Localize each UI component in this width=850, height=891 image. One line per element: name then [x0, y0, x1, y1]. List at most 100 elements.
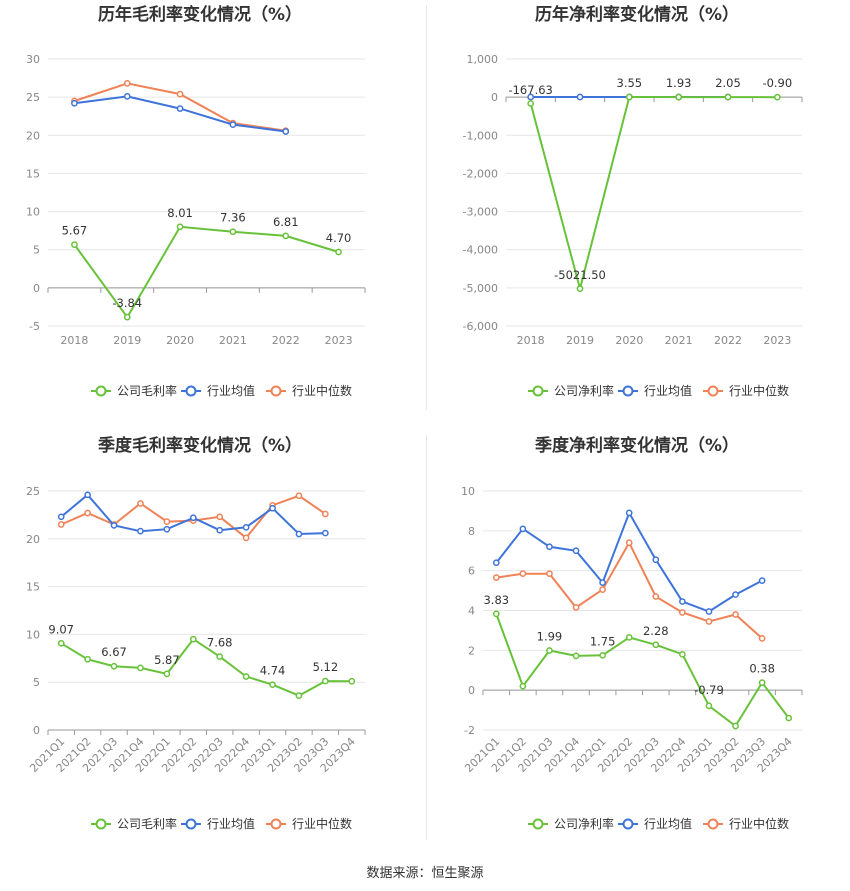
- data-label: 0.38: [749, 662, 775, 676]
- chart-title: 季度净利率变化情况（%）: [535, 435, 739, 456]
- y-tick-label: 25: [26, 91, 40, 104]
- y-tick-label: 5: [33, 676, 40, 689]
- data-point: [163, 518, 171, 525]
- data-label: 1.75: [590, 634, 616, 648]
- data-label: 2.28: [643, 624, 669, 638]
- y-tick-label: 10: [26, 206, 40, 219]
- data-point: [216, 513, 224, 521]
- legend-marker: [707, 818, 719, 830]
- legend-label: 公司毛利率: [117, 383, 177, 398]
- x-tick-label: 2019: [566, 334, 594, 347]
- data-point: [189, 514, 197, 522]
- legend-label: 行业均值: [207, 383, 255, 398]
- data-point: [242, 534, 250, 542]
- data-point: [785, 714, 793, 722]
- series-line: [496, 540, 763, 640]
- y-tick-label: -4,000: [463, 244, 498, 257]
- data-point: [492, 559, 500, 567]
- legend-marker: [185, 385, 197, 397]
- data-point: [163, 670, 171, 678]
- data-point: [137, 500, 144, 507]
- data-point: [546, 647, 553, 654]
- x-tick-label: 2018: [60, 334, 88, 347]
- data-point: [519, 570, 527, 578]
- data-point: [335, 248, 342, 256]
- data-label: 5.12: [313, 660, 339, 674]
- data-point: [527, 93, 535, 101]
- data-label: 9.07: [48, 622, 74, 636]
- data-point: [625, 634, 633, 641]
- data-point: [322, 677, 329, 685]
- data-point: [110, 522, 118, 529]
- data-point: [189, 635, 197, 643]
- series-line: [495, 510, 763, 613]
- chart-title: 季度毛利率变化情况（%）: [98, 435, 302, 456]
- data-point: [295, 492, 303, 500]
- data-label: 5.67: [62, 224, 88, 238]
- data-point: [572, 547, 580, 555]
- y-tick-label: 4: [468, 605, 475, 618]
- data-point: [176, 223, 184, 231]
- data-point: [229, 121, 237, 128]
- legend-label: 行业中位数: [292, 816, 352, 831]
- y-tick-label: -6,000: [463, 320, 498, 333]
- data-point: [176, 90, 184, 98]
- legend-label: 公司毛利率: [117, 816, 177, 831]
- y-tick-label: 15: [26, 167, 40, 180]
- data-point: [546, 543, 553, 551]
- y-tick-label: -3,000: [463, 206, 498, 219]
- data-point: [675, 93, 683, 101]
- data-point: [282, 232, 290, 240]
- data-label: -5021.50: [554, 268, 606, 282]
- data-label: 4.70: [326, 231, 352, 245]
- panel-divider-top: [426, 5, 427, 410]
- y-tick-label: 30: [26, 53, 40, 66]
- data-point: [758, 679, 766, 686]
- data-point: [269, 681, 276, 689]
- data-point: [705, 608, 713, 615]
- series-line: [60, 637, 352, 697]
- data-label: 2.05: [715, 76, 741, 90]
- data-point: [57, 513, 65, 521]
- data-point: [492, 574, 500, 581]
- legend-marker: [532, 818, 544, 830]
- data-point: [732, 591, 739, 598]
- data-label: 3.55: [617, 76, 643, 90]
- data-label: 6.67: [101, 645, 127, 659]
- legend-marker: [270, 818, 282, 830]
- data-label: 4.74: [260, 664, 286, 678]
- data-label: -0.79: [694, 683, 724, 697]
- y-tick-label: 8: [468, 525, 475, 538]
- data-point: [546, 570, 553, 578]
- y-tick-label: -5: [29, 320, 40, 333]
- legend-marker: [95, 385, 107, 397]
- legend-label: 公司净利率: [554, 383, 614, 398]
- series-line: [495, 613, 790, 728]
- chart-2: 历年净利率变化情况（%） -6,000 -5,000 -4,000 -3,000 -2,0…: [463, 4, 803, 398]
- y-tick-label: 15: [26, 581, 40, 594]
- legend-label: 行业中位数: [292, 383, 352, 398]
- data-point: [625, 509, 633, 517]
- data-point: [599, 579, 606, 586]
- legend-marker: [707, 385, 719, 397]
- data-point: [269, 504, 276, 512]
- data-point: [123, 93, 131, 100]
- chart-title: 历年净利率变化情况（%）: [535, 4, 739, 25]
- y-tick-label: 2: [468, 644, 475, 657]
- series-line: [529, 95, 778, 293]
- chart-1: 历年毛利率变化情况（%） -5 0 5 10 15 20 25 30 2018 2019 2020 20…: [26, 4, 366, 398]
- data-point: [572, 604, 580, 611]
- data-point: [84, 655, 91, 663]
- data-point: [322, 510, 329, 518]
- x-tick-label: 2021: [219, 334, 247, 347]
- data-point: [282, 128, 290, 135]
- y-tick-label: 0: [468, 684, 475, 697]
- x-tick-label: 2022: [714, 334, 742, 347]
- x-tick-label: 2023: [763, 334, 791, 347]
- data-point: [348, 677, 356, 685]
- data-label: 1.93: [666, 76, 692, 90]
- data-point: [295, 692, 303, 699]
- data-point: [599, 586, 606, 593]
- data-label: -167.63: [508, 83, 552, 97]
